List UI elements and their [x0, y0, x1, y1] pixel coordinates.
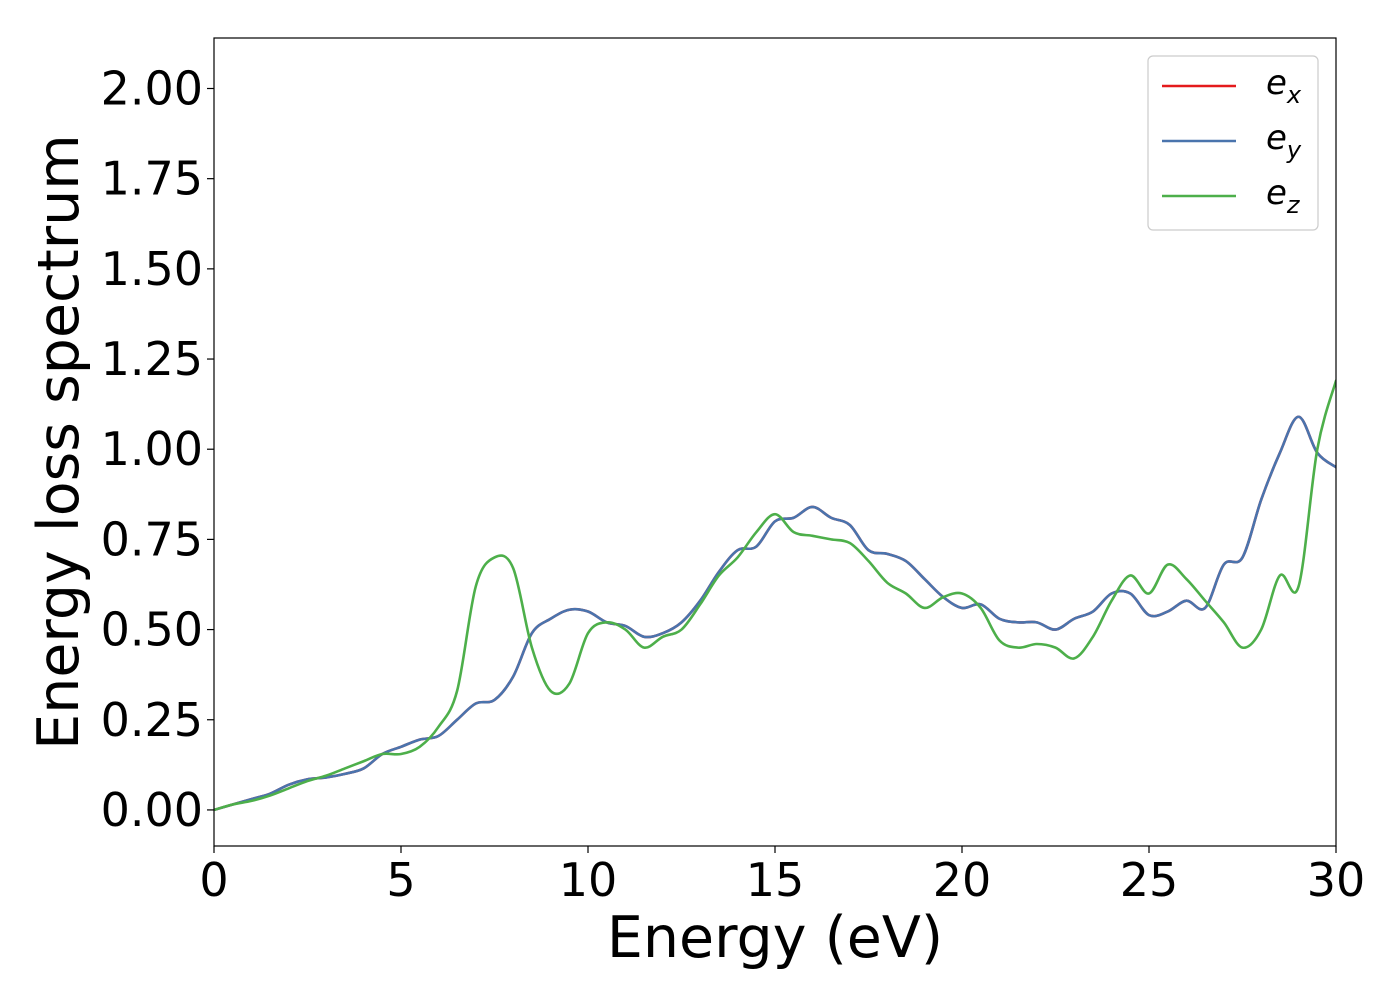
- legend-label-subscript: y: [1286, 136, 1302, 164]
- x-tick-label: 10: [559, 853, 618, 907]
- legend-label-e-x: ex: [1266, 63, 1302, 109]
- x-tick-label: 5: [386, 853, 415, 907]
- y-tick-label: 0.00: [101, 783, 203, 837]
- legend-label-base: e: [1266, 63, 1287, 103]
- x-axis-label: Energy (eV): [607, 905, 943, 971]
- y-tick-label: 1.25: [101, 332, 203, 386]
- x-axis: 0 5 10 15 20 25 30: [199, 846, 1365, 907]
- legend-label-subscript: z: [1286, 191, 1301, 219]
- series-layer: [214, 379, 1336, 812]
- y-tick-label: 0.75: [101, 512, 203, 566]
- legend-label-base: e: [1266, 118, 1287, 158]
- legend-box: [1147, 55, 1319, 231]
- series-line-e-x: [214, 415, 1336, 812]
- y-tick-label: 1.00: [101, 422, 203, 476]
- x-tick-label: 20: [933, 853, 992, 907]
- y-tick-label: 2.00: [101, 62, 203, 116]
- y-tick-label: 0.25: [101, 693, 203, 747]
- y-tick-label: 0.50: [101, 603, 203, 657]
- legend-label-e-z: ez: [1266, 173, 1301, 219]
- x-tick-label: 25: [1120, 853, 1179, 907]
- series-line-e-z: [214, 379, 1336, 812]
- y-axis-label: Energy loss spectrum: [26, 134, 92, 750]
- y-tick-label: 1.75: [101, 152, 203, 206]
- y-axis: 0.00 0.25 0.50 0.75 1.00 1.25 1.50 1.75 2.00: [101, 62, 214, 837]
- legend-label-subscript: x: [1286, 81, 1302, 109]
- x-tick-label: 30: [1307, 853, 1366, 907]
- x-tick-label: 15: [746, 853, 805, 907]
- y-tick-label: 1.50: [101, 242, 203, 296]
- legend-label-base: e: [1266, 173, 1287, 213]
- legend-label-e-y: ey: [1266, 118, 1302, 164]
- x-tick-label: 0: [199, 853, 228, 907]
- series-line-e-y: [214, 415, 1336, 812]
